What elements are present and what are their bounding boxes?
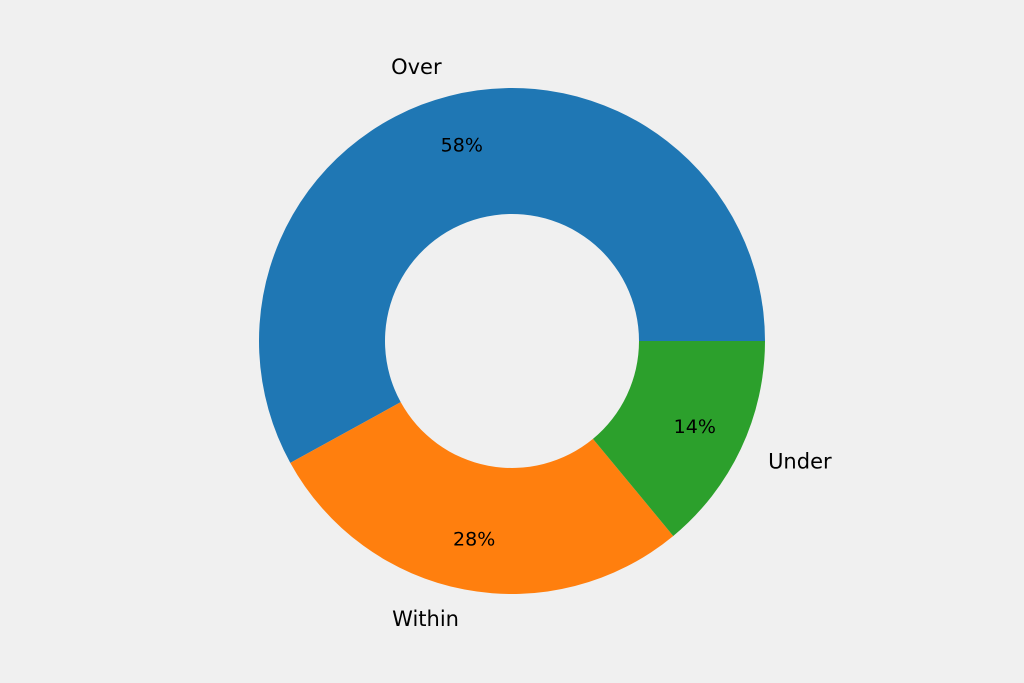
percent-label-over: 58%: [441, 134, 483, 156]
donut-labels: Over 58% Within 28% Under 14%: [391, 55, 832, 631]
slice-under: [592, 341, 765, 536]
slice-within: [290, 402, 674, 594]
label-within: Within: [392, 607, 459, 631]
label-under: Under: [768, 449, 832, 473]
donut-slices: [259, 88, 765, 594]
slice-over: [259, 88, 765, 463]
percent-label-within: 28%: [453, 528, 495, 550]
percent-label-under: 14%: [674, 416, 716, 438]
label-over: Over: [391, 55, 442, 79]
